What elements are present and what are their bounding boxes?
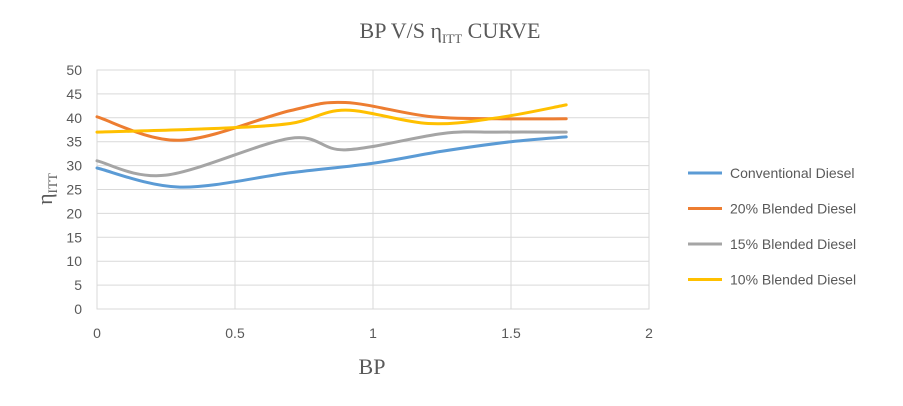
series-line-15-blended-diesel — [95, 130, 568, 178]
series-line-10-blended-diesel — [95, 103, 568, 134]
x-axis-title: BP — [359, 354, 386, 379]
y-tick-label: 45 — [66, 86, 82, 102]
y-tick-label: 50 — [66, 62, 82, 78]
legend-label-15-blended-diesel: 15% Blended Diesel — [730, 236, 856, 252]
y-tick-labels: 0 5 10 15 20 25 30 35 40 45 50 — [66, 62, 82, 317]
y-tick-label: 0 — [74, 301, 82, 317]
x-tick-label: 0.5 — [225, 325, 245, 341]
y-tick-label: 35 — [66, 134, 82, 150]
legend-label-conventional-diesel: Conventional Diesel — [730, 165, 855, 181]
x-tick-label: 1.5 — [501, 325, 521, 341]
y-tick-label: 30 — [66, 158, 82, 174]
series-lines — [95, 100, 568, 189]
y-tick-label: 5 — [74, 277, 82, 293]
series-line-conventional-diesel — [95, 135, 568, 189]
x-tick-labels: 0 0.5 1 1.5 2 — [93, 325, 653, 341]
y-axis-title: ηITT — [32, 173, 60, 205]
series-line-20-blended-diesel — [95, 100, 568, 142]
y-tick-label: 40 — [66, 110, 82, 126]
plot-area-border — [96, 69, 650, 310]
chart-title: BP V/S ηITT CURVE — [360, 18, 541, 46]
legend-label-20-blended-diesel: 20% Blended Diesel — [730, 201, 856, 217]
legend-label-10-blended-diesel: 10% Blended Diesel — [730, 272, 856, 288]
x-tick-label: 2 — [645, 325, 653, 341]
y-tick-label: 15 — [66, 229, 82, 245]
x-tick-label: 1 — [369, 325, 377, 341]
y-tick-label: 20 — [66, 205, 82, 221]
y-tick-label: 10 — [66, 253, 82, 269]
x-tick-label: 0 — [93, 325, 101, 341]
legend: Conventional Diesel 20% Blended Diesel 15%… — [688, 165, 856, 288]
y-tick-label: 25 — [66, 182, 82, 198]
